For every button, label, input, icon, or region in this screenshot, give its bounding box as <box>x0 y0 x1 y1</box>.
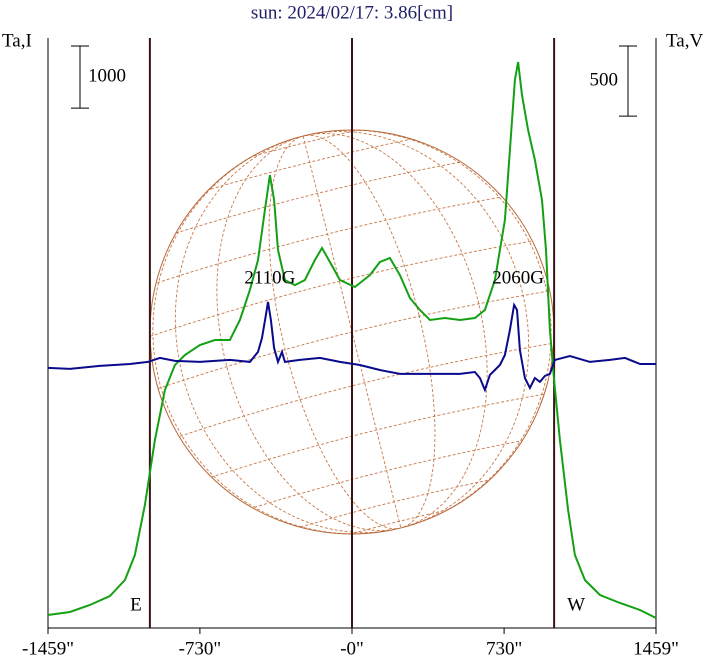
parallel <box>150 130 508 220</box>
parallel <box>192 429 554 528</box>
y2-axis-label: Ta,V <box>666 30 703 51</box>
scale-label: 500 <box>590 69 619 90</box>
chart-title: sun: 2024/02/17: 3.86[cm] <box>251 2 453 23</box>
y-axis-label: Ta,I <box>2 30 32 51</box>
parallel <box>150 192 526 292</box>
series-line <box>47 301 656 393</box>
x-tick-label: -730" <box>179 638 222 659</box>
annotation: 2110G <box>244 267 295 288</box>
parallel <box>182 388 554 488</box>
x-tick-label: 730" <box>486 638 522 659</box>
annotation: 2060G <box>492 267 544 288</box>
meridian <box>152 130 552 534</box>
x-tick-label: 1459" <box>633 638 679 659</box>
scale-label: 1000 <box>88 65 126 86</box>
parallel <box>150 130 503 200</box>
series-line <box>47 61 657 619</box>
parallel <box>204 479 554 534</box>
x-tick-label: -1459" <box>22 638 74 659</box>
x-tick-label: -0" <box>340 638 364 659</box>
limb-label: W <box>567 594 585 615</box>
parallel <box>150 239 538 339</box>
limb-label: E <box>130 594 142 615</box>
parallel <box>170 341 554 440</box>
parallel <box>150 151 516 251</box>
parallel <box>200 460 554 534</box>
